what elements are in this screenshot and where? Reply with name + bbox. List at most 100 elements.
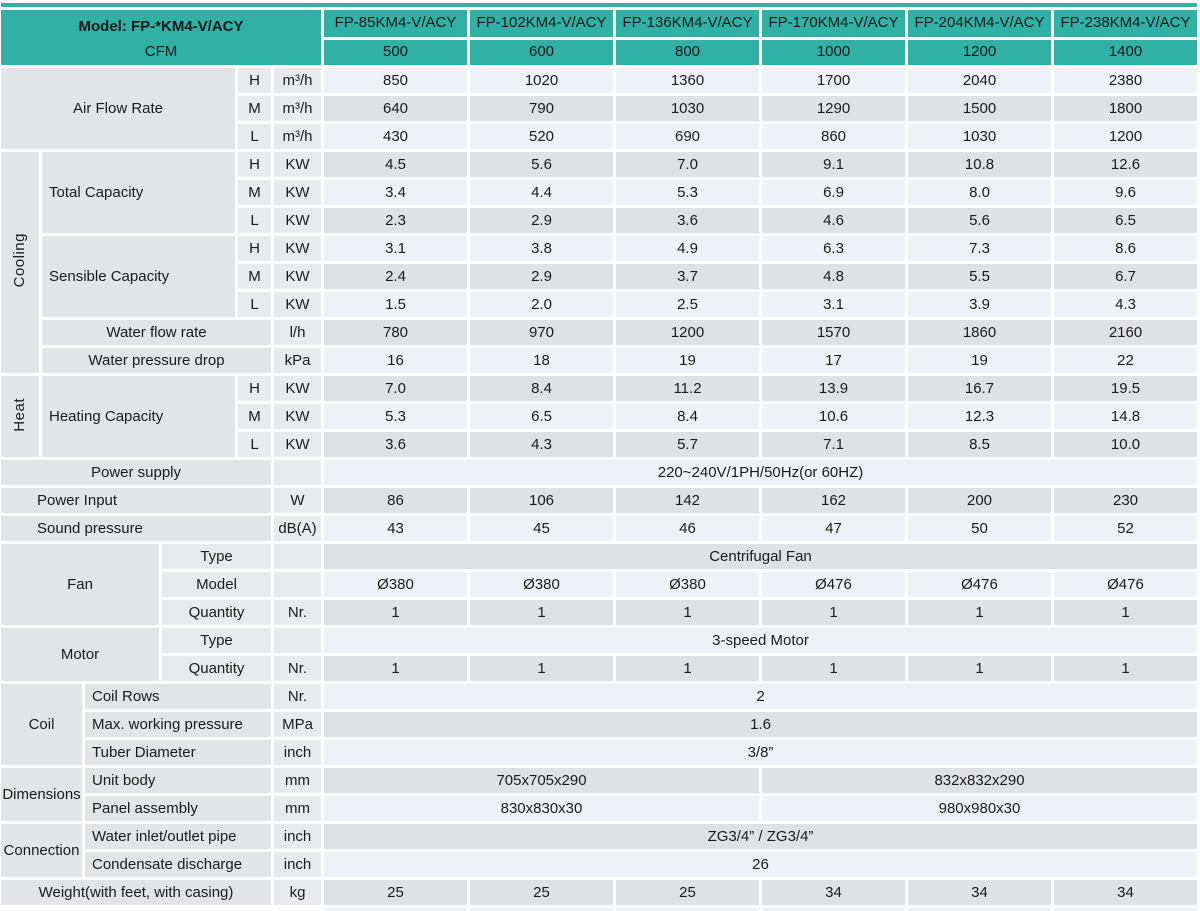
value-cell: 520 xyxy=(470,124,613,149)
unit-cell: inch xyxy=(274,852,321,877)
unit-cell-empty xyxy=(274,572,321,597)
value-cell: 1 xyxy=(324,600,467,625)
value-cell: 1360 xyxy=(616,68,759,93)
row-label-total-capacity: Total Capacity xyxy=(42,152,235,233)
value-cell: 4.8 xyxy=(762,264,905,289)
value-cell: 5.7 xyxy=(616,432,759,457)
model-column-header: FP-102KM4-V/ACY xyxy=(470,10,613,37)
row-label-heating-capacity: Heating Capacity xyxy=(42,376,235,457)
value-cell: 12.3 xyxy=(908,404,1051,429)
value-cell: 1290 xyxy=(762,96,905,121)
table-row-partial xyxy=(1,908,1197,911)
row-label-air-flow-rate: Air Flow Rate xyxy=(1,68,235,149)
value-cell: 7.1 xyxy=(762,432,905,457)
table-row: Quantity Nr. 1 1 1 1 1 1 xyxy=(1,656,1197,681)
table-row: L KW 1.5 2.0 2.5 3.1 3.9 4.3 xyxy=(1,292,1197,317)
table-row: Motor Type 3-speed Motor xyxy=(1,628,1197,681)
table-row: Condensate discharge inch 26 xyxy=(1,852,1197,877)
value-cell-span: Centrifugal Fan xyxy=(324,544,1197,569)
speed-level: L xyxy=(238,292,271,317)
value-cell: 1 xyxy=(1054,656,1197,681)
value-cell: 3.6 xyxy=(616,208,759,233)
value-cell-span: ZG3/4” / ZG3/4” xyxy=(324,824,1197,849)
value-cell: 25 xyxy=(616,880,759,905)
row-label-weight: Weight(with feet, with casing) xyxy=(1,880,271,905)
value-cell: 1200 xyxy=(1054,124,1197,149)
value-cell: 4.3 xyxy=(1054,292,1197,317)
value-cell: 2.9 xyxy=(470,208,613,233)
value-cell: 18 xyxy=(470,348,613,373)
value-cell: 6.9 xyxy=(762,180,905,205)
value-cell: 4.6 xyxy=(762,208,905,233)
value-cell: 5.3 xyxy=(616,180,759,205)
table-row: Dimensions Unit body mm 705x705x290 832x… xyxy=(1,768,1197,821)
model-column-header: FP-170KM4-V/ACY xyxy=(762,10,905,37)
model-column-header: FP-238KM4-V/ACY xyxy=(1054,10,1197,37)
value-cell: 25 xyxy=(470,880,613,905)
speed-level: L xyxy=(238,124,271,149)
unit-cell: KW xyxy=(274,404,321,429)
value-cell: 1700 xyxy=(762,68,905,93)
group-label-text: Heat xyxy=(11,397,29,432)
value-cell: 8.4 xyxy=(470,376,613,401)
speed-level: H xyxy=(238,68,271,93)
speed-level: M xyxy=(238,264,271,289)
value-cell: 10.6 xyxy=(762,404,905,429)
value-cell: Ø380 xyxy=(470,572,613,597)
value-cell: 230 xyxy=(1054,488,1197,513)
group-label-heat: Heat xyxy=(1,376,39,457)
unit-cell: l/h xyxy=(274,320,321,345)
value-cell: Ø380 xyxy=(616,572,759,597)
value-cell-span: 3-speed Motor xyxy=(324,628,1197,653)
value-cell-partial xyxy=(1054,908,1197,911)
value-cell: 142 xyxy=(616,488,759,513)
table-row: Cooling Total Capacity H KW 4.5 5.6 7.0 … xyxy=(1,152,1197,373)
speed-level: M xyxy=(238,404,271,429)
value-cell: 5.6 xyxy=(470,152,613,177)
value-cell: 2.9 xyxy=(470,264,613,289)
unit-cell: Nr. xyxy=(274,656,321,681)
table-row: Max. working pressure MPa 1.6 xyxy=(1,712,1197,737)
value-cell: 13.9 xyxy=(762,376,905,401)
value-cell: 690 xyxy=(616,124,759,149)
row-label-sensible-capacity: Sensible Capacity xyxy=(42,236,235,317)
value-cell: 3.1 xyxy=(762,292,905,317)
row-label-water-flow-rate: Water flow rate xyxy=(42,320,271,345)
cfm-value: 600 xyxy=(470,39,613,65)
table-row: Tuber Diameter inch 3/8” xyxy=(1,740,1197,765)
group-label-dimensions: Dimensions xyxy=(1,768,82,821)
value-cell: 10.8 xyxy=(908,152,1051,177)
cfm-value: 800 xyxy=(616,39,759,65)
value-cell: 47 xyxy=(762,516,905,541)
group-label-cooling: Cooling xyxy=(1,152,39,373)
value-cell: 3.4 xyxy=(324,180,467,205)
table-row: Panel assembly mm 830x830x30 980x980x30 xyxy=(1,796,1197,821)
row-label-water-pressure-drop: Water pressure drop xyxy=(42,348,271,373)
unit-cell: m³/h xyxy=(274,124,321,149)
unit-cell: inch xyxy=(274,824,321,849)
row-label-power-input: Power Input xyxy=(1,488,271,513)
value-cell: 1 xyxy=(470,600,613,625)
table-row: Power supply 220~240V/1PH/50Hz(or 60HZ) xyxy=(1,460,1197,485)
row-label-water-pipe: Water inlet/outlet pipe xyxy=(85,824,271,849)
value-cell-span: 705x705x290 xyxy=(324,768,759,793)
value-cell: 1 xyxy=(762,656,905,681)
table-row: L KW 3.6 4.3 5.7 7.1 8.5 10.0 xyxy=(1,432,1197,457)
value-cell: 1570 xyxy=(762,320,905,345)
table-row: M KW 3.4 4.4 5.3 6.9 8.0 9.6 xyxy=(1,180,1197,205)
value-cell: 16.7 xyxy=(908,376,1051,401)
row-label-motor-quantity: Quantity xyxy=(162,656,271,681)
value-cell: 850 xyxy=(324,68,467,93)
group-label-fan: Fan xyxy=(1,544,159,625)
table-row-cfm: 500 600 800 1000 1200 1400 xyxy=(1,39,1197,65)
value-cell: 11.2 xyxy=(616,376,759,401)
row-label-fan-type: Type xyxy=(162,544,271,569)
value-cell: 780 xyxy=(324,320,467,345)
value-cell: 1030 xyxy=(616,96,759,121)
value-cell-partial xyxy=(616,908,759,911)
unit-cell: KW xyxy=(274,152,321,177)
speed-level: M xyxy=(238,96,271,121)
row-label-coil-rows: Coil Rows xyxy=(85,684,271,709)
value-cell: 4.9 xyxy=(616,236,759,261)
